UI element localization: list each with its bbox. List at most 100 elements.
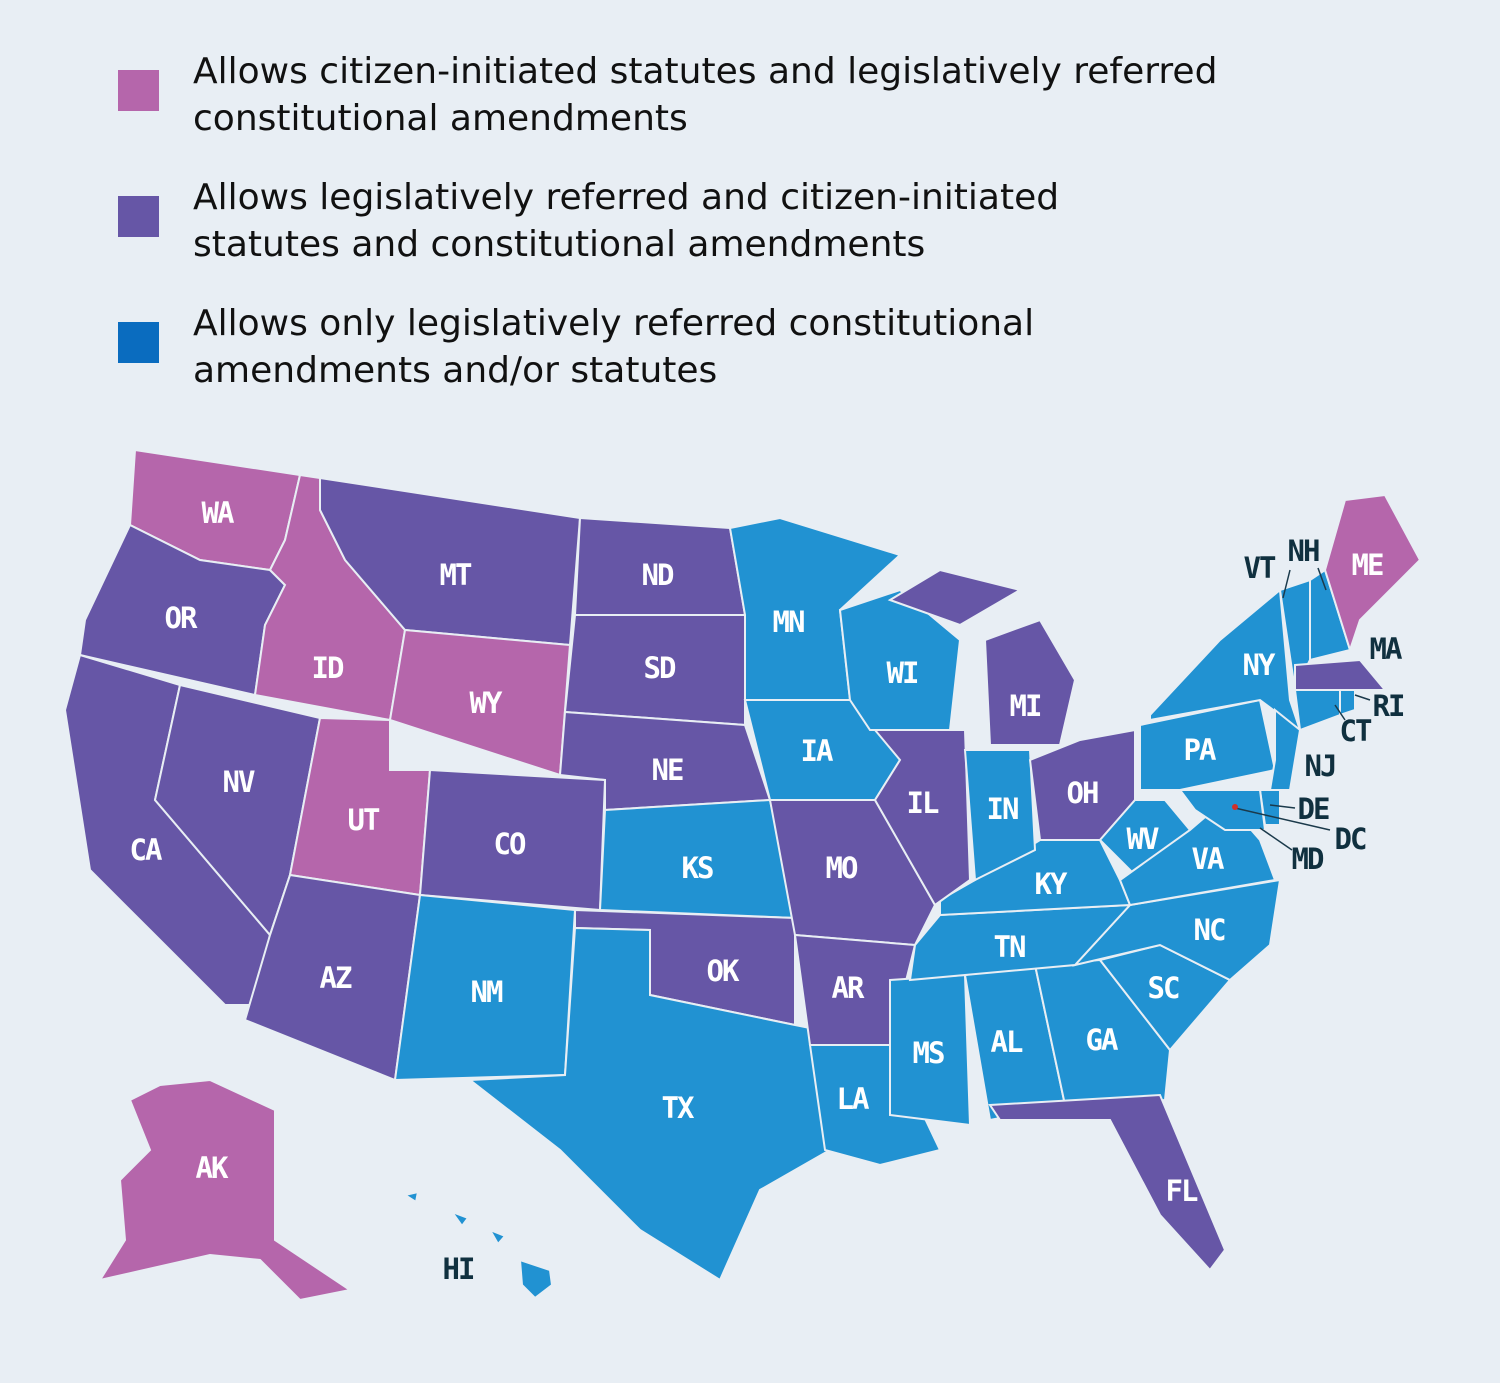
state-ny xyxy=(1149,588,1302,733)
legend-label: Allows only legislatively referred const… xyxy=(193,303,1035,391)
state-hi xyxy=(402,1190,554,1300)
state-label-tx: TX xyxy=(662,1091,695,1125)
leader-line xyxy=(1334,704,1346,721)
state-label-tn: TN xyxy=(994,930,1025,964)
state-mo xyxy=(768,799,937,947)
state-label-ut: UT xyxy=(348,803,380,837)
state-in xyxy=(963,749,1037,882)
state-shape xyxy=(243,873,422,1082)
state-shape xyxy=(908,903,1133,982)
state-label-nm: NM xyxy=(471,975,503,1009)
state-mi xyxy=(887,568,1077,746)
state-ri xyxy=(1339,689,1356,717)
state-label-il: IL xyxy=(907,786,939,820)
state-label-vt: VT xyxy=(1244,551,1276,585)
state-shape xyxy=(1149,588,1302,733)
legend-label: Allows legislatively referred and citize… xyxy=(193,177,1060,265)
state-shape xyxy=(1339,689,1356,717)
leader-line xyxy=(1269,804,1296,809)
state-label-ne: NE xyxy=(652,753,683,787)
state-label-fl: FL xyxy=(1166,1174,1198,1208)
state-shape xyxy=(768,799,937,947)
leader-line xyxy=(1282,569,1291,599)
state-label-co: CO xyxy=(494,827,526,861)
state-label-de: DE xyxy=(1298,792,1329,826)
state-label-ct: CT xyxy=(1340,714,1372,748)
state-shape xyxy=(449,1209,470,1228)
legend-swatch-blue xyxy=(118,322,159,363)
state-label-me: ME xyxy=(1352,548,1383,582)
state-label-nc: NC xyxy=(1194,913,1225,947)
leader-line xyxy=(1354,694,1371,701)
leader-line xyxy=(1259,827,1293,851)
state-shape xyxy=(467,926,832,1282)
state-tx xyxy=(467,926,832,1282)
state-label-wi: WI xyxy=(887,656,918,690)
state-shape xyxy=(487,1228,507,1246)
state-label-oh: OH xyxy=(1067,776,1098,810)
state-label-in: IN xyxy=(987,792,1018,826)
state-label-sd: SD xyxy=(644,651,676,685)
state-shape xyxy=(1323,493,1422,654)
state-md xyxy=(1178,789,1267,831)
state-label-nj: NJ xyxy=(1305,749,1336,783)
state-shape xyxy=(1293,689,1341,732)
state-shape xyxy=(1294,658,1388,691)
state-label-wy: WY xyxy=(470,686,503,720)
state-fl xyxy=(988,1093,1227,1272)
state-shape xyxy=(1178,789,1267,831)
state-label-mt: MT xyxy=(440,558,472,592)
state-label-nh: NH xyxy=(1288,534,1319,568)
state-label-md: MD xyxy=(1292,842,1324,876)
state-label-nv: NV xyxy=(223,765,255,799)
state-label-mo: MO xyxy=(826,851,858,885)
state-me xyxy=(1323,493,1422,654)
state-ma xyxy=(1294,658,1388,691)
state-label-va: VA xyxy=(1192,842,1224,876)
state-tn xyxy=(908,903,1133,982)
state-shape xyxy=(963,749,1037,882)
state-shape xyxy=(872,729,972,907)
state-ct xyxy=(1293,689,1341,732)
state-label-ms: MS xyxy=(913,1036,944,1070)
state-label-az: AZ xyxy=(320,961,352,995)
state-la xyxy=(808,1044,942,1167)
state-label-pa: PA xyxy=(1184,733,1216,767)
state-label-al: AL xyxy=(991,1025,1023,1059)
state-label-ma: MA xyxy=(1370,632,1402,666)
state-label-ga: GA xyxy=(1086,1023,1118,1057)
state-label-ar: AR xyxy=(832,971,865,1005)
state-label-id: ID xyxy=(312,651,344,685)
state-label-ks: KS xyxy=(682,851,713,885)
state-shape xyxy=(983,618,1077,746)
state-shape xyxy=(808,1044,942,1167)
state-shape xyxy=(402,1190,420,1204)
state-label-hi: HI xyxy=(443,1252,474,1286)
leader-line xyxy=(1317,567,1327,591)
state-label-wv: WV xyxy=(1127,822,1159,856)
state-il xyxy=(872,729,972,907)
legend-swatch-purple xyxy=(118,196,159,237)
state-label-sc: SC xyxy=(1148,971,1179,1005)
state-label-ky: KY xyxy=(1035,867,1068,901)
state-label-mn: MN xyxy=(773,605,804,639)
legend-label: Allows citizen-initiated statutes and le… xyxy=(193,51,1218,139)
state-shape xyxy=(97,1078,353,1302)
state-shape xyxy=(887,568,1023,627)
leader-line xyxy=(1234,807,1331,831)
state-label-mi: MI xyxy=(1010,689,1041,723)
state-label-ak: AK xyxy=(196,1151,229,1185)
state-ak xyxy=(97,1078,353,1302)
state-label-or: OR xyxy=(165,601,198,635)
legend-swatch-pink xyxy=(118,70,159,111)
state-label-ia: IA xyxy=(801,734,833,768)
state-shape xyxy=(988,1093,1227,1272)
state-label-ok: OK xyxy=(707,954,740,988)
state-shape xyxy=(518,1258,554,1300)
state-label-wa: WA xyxy=(202,496,234,530)
dc-marker xyxy=(1232,804,1238,810)
state-label-la: LA xyxy=(837,1082,869,1116)
state-az xyxy=(243,873,422,1082)
state-label-nd: ND xyxy=(642,558,674,592)
